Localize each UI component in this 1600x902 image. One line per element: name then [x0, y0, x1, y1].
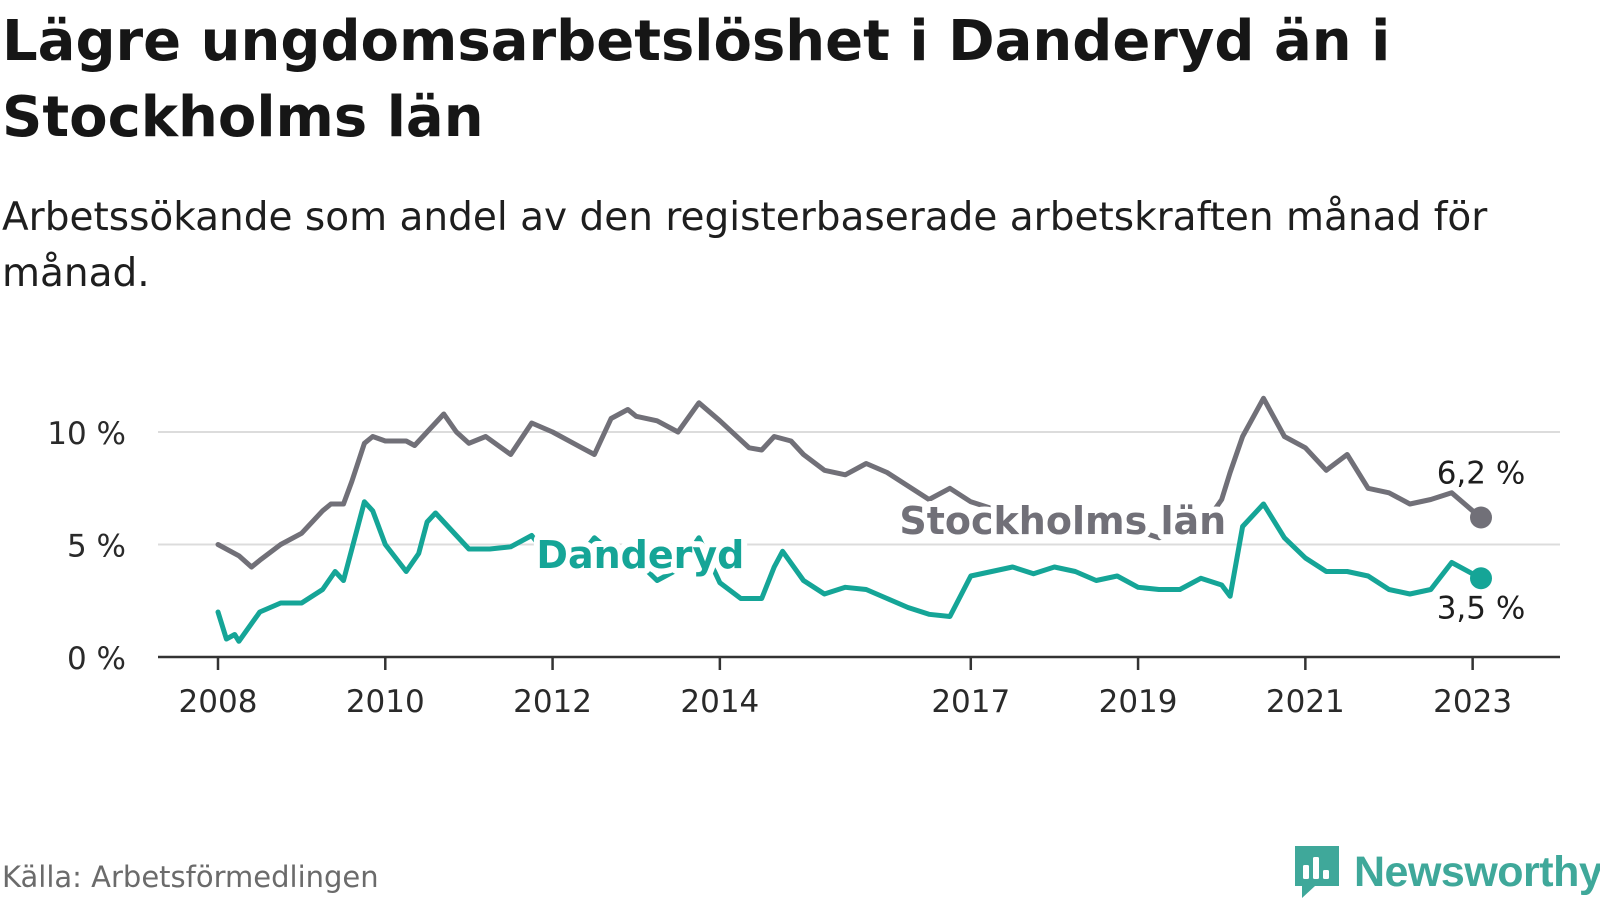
y-tick-label: 10 %: [47, 416, 126, 452]
gridlines: [158, 431, 1560, 546]
x-tick-label: 2008: [179, 684, 258, 720]
x-tick-label: 2023: [1433, 684, 1512, 720]
chart-subtitle: Arbetssökande som andel av den registerb…: [2, 195, 1488, 296]
series-lines: [215, 395, 1492, 644]
danderyd-series-label: Danderyd: [536, 533, 744, 577]
end-value-label: 3,5 %: [1437, 590, 1526, 626]
chart-title: Lägre ungdomsarbetslöshet i Danderyd än …: [2, 9, 1391, 150]
series-labels: 6,2 % 3,5 % Stockholms län Danderyd: [530, 453, 1528, 630]
end-value-label: 6,2 %: [1437, 456, 1526, 492]
line-chart: 0 % 5 % 10 % 2008 2010 2012 2014 2017 2019 2021 20…: [47, 395, 1560, 720]
brand-name: Newsworthy: [1354, 847, 1600, 896]
x-tick-label: 2012: [513, 684, 592, 720]
x-tick-label: 2021: [1266, 684, 1345, 720]
end-point-marker: [1470, 506, 1492, 529]
x-tick-label: 2019: [1099, 684, 1178, 720]
y-tick-label: 0 %: [67, 641, 126, 677]
stockholm-series-label: Stockholms län: [899, 499, 1226, 543]
x-tick-label: 2014: [680, 684, 759, 720]
brand-logo: Newsworthy: [1292, 842, 1600, 902]
x-tick-label: 2017: [931, 684, 1010, 720]
danderyd-line: [215, 499, 1484, 644]
x-tick-label: 2010: [346, 684, 425, 720]
newsworthy-logo-icon: [1295, 846, 1339, 898]
source-note: Källa: Arbetsförmedlingen: [2, 860, 379, 894]
y-tick-label: 5 %: [67, 529, 126, 565]
stockholm-line: [215, 395, 1484, 570]
end-point-marker: [1470, 567, 1492, 590]
axis-ticks: 0 % 5 % 10 % 2008 2010 2012 2014 2017 2019 2021 20…: [47, 416, 1560, 720]
